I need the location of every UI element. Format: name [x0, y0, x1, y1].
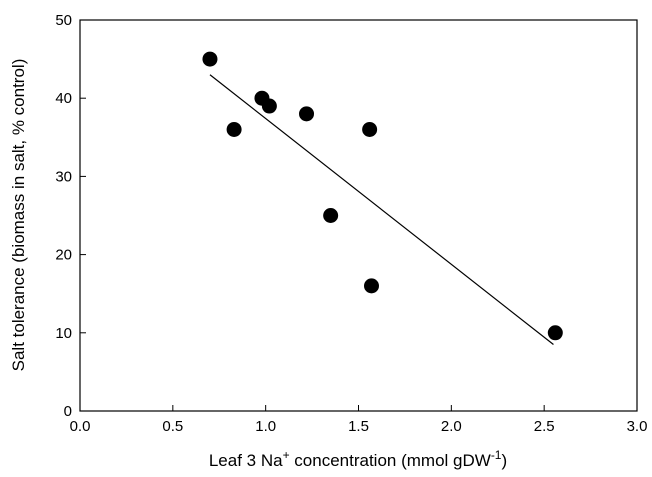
data-point	[362, 121, 378, 137]
x-tick-label: 1.0	[255, 418, 276, 435]
y-tick-label: 30	[55, 168, 72, 185]
y-tick-label: 10	[55, 325, 72, 342]
plot-frame	[79, 19, 638, 412]
x-tick-label: 3.0	[627, 418, 648, 435]
x-axis-label: Leaf 3 Na+ concentration (mmol gDW-1)	[209, 448, 507, 470]
y-tick-label: 40	[55, 90, 72, 107]
y-tick-label: 0	[64, 403, 72, 420]
x-tick-label: 0.5	[162, 418, 183, 435]
data-point	[363, 278, 379, 294]
data-point	[202, 51, 218, 67]
data-point	[261, 98, 277, 114]
y-tick-label: 20	[55, 247, 72, 264]
x-tick-label: 2.0	[441, 418, 462, 435]
y-axis-label: Salt tolerance (biomass in salt, % contr…	[9, 59, 28, 372]
data-point	[547, 325, 563, 341]
data-point	[226, 121, 242, 137]
data-point	[299, 106, 315, 122]
y-tick-label: 50	[55, 12, 72, 29]
y-axis-ticks: 0 10 20 30 40 50	[55, 12, 86, 420]
x-tick-label: 2.5	[534, 418, 555, 435]
regression-line	[209, 74, 554, 346]
data-point	[323, 208, 339, 223]
x-tick-label: 1.5	[348, 418, 369, 435]
x-tick-label: 0.0	[70, 418, 91, 435]
data-points	[202, 51, 563, 341]
x-axis-ticks: 0.0 0.5 1.0 1.5 2.0 2.5 3.0	[70, 405, 648, 435]
